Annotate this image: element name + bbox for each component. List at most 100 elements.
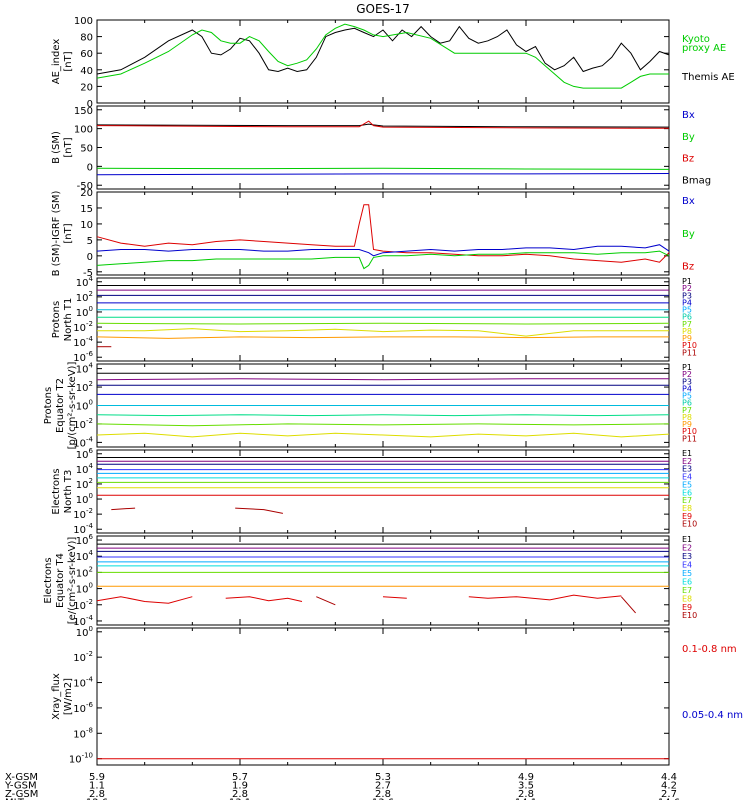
legend-e2: E2 xyxy=(682,457,692,466)
legend-e10: E10 xyxy=(682,520,697,529)
y-tick-label: 102 xyxy=(76,290,93,304)
legend-p4: P4 xyxy=(682,298,692,307)
y-axis-label: Electrons xyxy=(51,468,62,514)
legend-e6: E6 xyxy=(682,488,692,497)
series-kyoto-proxy-ae xyxy=(96,23,669,89)
legend-p6: P6 xyxy=(682,399,692,408)
legend-p3: P3 xyxy=(682,377,692,386)
y-axis-label: [nT] xyxy=(63,51,74,71)
exponent: -10 xyxy=(82,752,93,760)
x-tick-label: 5.3 xyxy=(375,772,391,783)
panel-frame xyxy=(96,191,670,276)
x-tick-label: 13.6 xyxy=(372,798,394,800)
legend-p11: P11 xyxy=(682,348,697,357)
legend-e1: E1 xyxy=(682,535,692,544)
y-tick-label: -5 xyxy=(83,268,93,279)
series-e10 xyxy=(235,507,283,514)
y-axis-label: [e/(cm²-s-sr-keV)] xyxy=(67,537,78,625)
legend-e4: E4 xyxy=(682,560,692,569)
x-tick-label: 14.1 xyxy=(515,798,537,800)
exponent: 0 xyxy=(89,399,93,407)
y-tick-label: 100 xyxy=(76,492,93,506)
legend-bz: Bz xyxy=(682,262,694,273)
exponent: 6 xyxy=(89,447,94,455)
series-e10 xyxy=(316,596,336,606)
panel-frame xyxy=(96,19,670,104)
y-tick-label: 102 xyxy=(76,380,93,394)
y-axis-label: Xray_flux xyxy=(51,673,62,720)
legend-bx: Bx xyxy=(682,196,695,207)
y-tick-label: 0 xyxy=(87,252,93,263)
exponent: -4 xyxy=(86,614,94,622)
y-tick-label: 50 xyxy=(80,144,93,155)
series-e10 xyxy=(111,507,136,511)
y-axis-label: Protons xyxy=(43,387,54,424)
x-tick-label: 4.9 xyxy=(518,772,534,783)
x-tick-label: 2.7 xyxy=(661,789,677,800)
y-tick-label: 10-6 xyxy=(73,701,93,715)
legend-p6: P6 xyxy=(682,313,692,322)
legend-p7: P7 xyxy=(682,320,692,329)
series-themis-ae xyxy=(96,25,670,75)
x-tick-label: 5.7 xyxy=(232,772,248,783)
y-tick-label: 10-2 xyxy=(73,507,93,521)
exponent: -6 xyxy=(86,701,94,709)
x-tick-label: 12.6 xyxy=(86,798,108,800)
series-e10 xyxy=(620,596,636,614)
exponent: 4 xyxy=(89,549,94,557)
series-bz xyxy=(96,120,670,129)
series-by xyxy=(96,250,670,270)
y-tick-label: 10 xyxy=(80,220,93,231)
legend-e3: E3 xyxy=(682,552,692,561)
legend-e7: E7 xyxy=(682,496,692,505)
y-tick-label: 10-4 xyxy=(73,676,93,690)
y-tick-label: 15 xyxy=(80,204,93,215)
y-axis-label: [p/(cm²-s-sr-keV)] xyxy=(67,362,78,450)
legend-e10: E10 xyxy=(682,611,697,620)
legend-p10: P10 xyxy=(682,427,697,436)
legend-by: By xyxy=(682,132,695,143)
y-tick-label: 100 xyxy=(76,625,93,639)
y-tick-label: 100 xyxy=(76,582,93,596)
exponent: 2 xyxy=(89,290,93,298)
legend-kyoto: Kyoto xyxy=(682,34,710,45)
legend-bz: Bz xyxy=(682,154,694,165)
x-tick-label: 2.8 xyxy=(518,789,534,800)
series-p6 xyxy=(96,414,670,417)
row-label: Z-GSM xyxy=(5,789,38,800)
exponent: -4 xyxy=(86,435,94,443)
y-tick-label: 106 xyxy=(76,533,94,547)
exponent: -4 xyxy=(86,335,94,343)
exponent: -4 xyxy=(86,676,94,684)
x-tick-label: 4.2 xyxy=(661,781,677,792)
y-tick-label: 104 xyxy=(76,362,94,376)
y-axis-label: [nT] xyxy=(63,223,74,243)
x-tick-label: 2.8 xyxy=(375,789,391,800)
series-e9 xyxy=(382,596,407,599)
y-axis-label: [nT] xyxy=(63,137,74,157)
y-tick-label: 20 xyxy=(80,188,93,199)
legend-p9: P9 xyxy=(682,334,692,343)
y-tick-label: 100 xyxy=(76,305,93,319)
legend-p3: P3 xyxy=(682,291,692,300)
series-e9 xyxy=(468,594,622,601)
y-axis-label: North T1 xyxy=(63,298,74,342)
series-p9 xyxy=(96,336,669,339)
legend-p11: P11 xyxy=(682,434,697,443)
legend-p9: P9 xyxy=(682,420,692,429)
y-tick-label: 102 xyxy=(76,565,93,579)
y-tick-label: 100 xyxy=(76,399,93,413)
x-tick-label: 14.6 xyxy=(658,798,680,800)
x-tick-label: 2.7 xyxy=(375,781,391,792)
legend-e4: E4 xyxy=(682,473,692,482)
exponent: -8 xyxy=(86,726,93,734)
legend-bx: Bx xyxy=(682,110,695,121)
series-bz xyxy=(96,204,670,263)
y-axis-label: B (SM) xyxy=(51,131,62,164)
